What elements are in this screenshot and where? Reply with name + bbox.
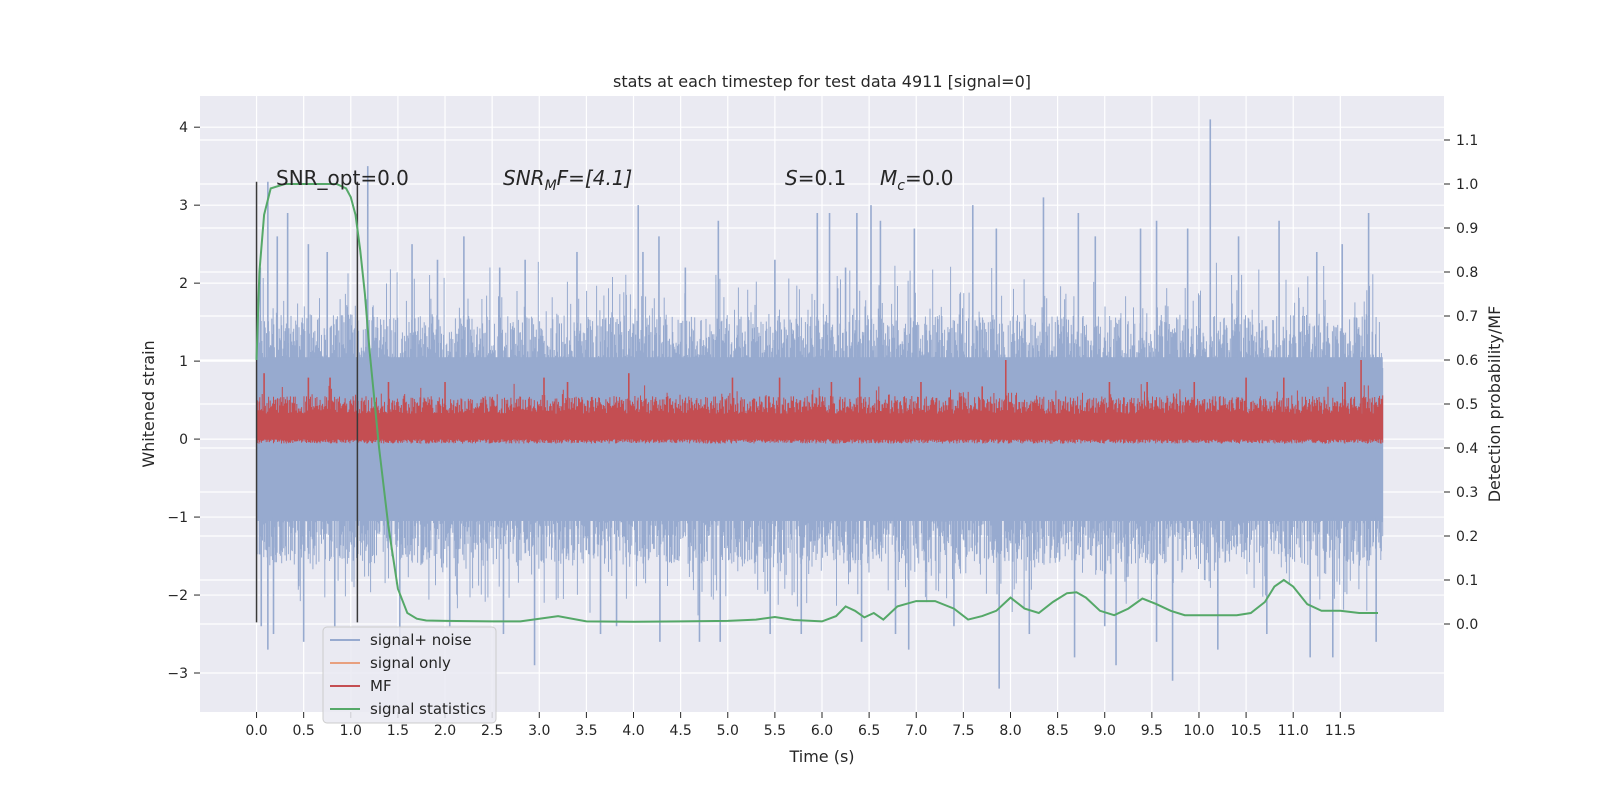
annotation-snr-opt: SNR_opt=0.0 <box>276 166 409 190</box>
y-tick-label: −1 <box>167 510 188 526</box>
x-tick-label: 5.0 <box>717 723 739 739</box>
x-tick-label: 2.0 <box>434 723 456 739</box>
legend-label-signal-statistics: signal statistics <box>370 700 486 718</box>
legend: signal+ noise signal only MF signal stat… <box>322 626 497 724</box>
x-tick-label: 11.0 <box>1278 723 1309 739</box>
legend-label-signal-noise: signal+ noise <box>370 631 472 649</box>
x-tick-label: 0.5 <box>293 723 315 739</box>
series-signal-statistics <box>255 183 1378 623</box>
annotations: SNR_opt=0.0 SNRMF=[4.1] S=0.1 Mc=0.0 <box>276 166 954 194</box>
y-tick-label: −3 <box>167 666 188 682</box>
x-tick-label: 3.5 <box>575 723 597 739</box>
x-tick-label: 7.5 <box>952 723 974 739</box>
y-right-tick-label: 0.8 <box>1456 265 1478 281</box>
y-right-tick-label: 0.5 <box>1456 397 1478 413</box>
x-tick-label: 1.0 <box>340 723 362 739</box>
x-tick-label: 5.5 <box>764 723 786 739</box>
mf-core <box>256 415 1383 440</box>
y-right-tick-label: 0.4 <box>1456 441 1478 457</box>
y-tick-label: 2 <box>179 276 188 292</box>
series-mf <box>256 360 1384 444</box>
y-tick-label: 1 <box>179 354 188 370</box>
y-tick-label: 3 <box>179 198 188 214</box>
y-tick-label: 4 <box>179 120 188 136</box>
y-axis-label: Whitened strain <box>139 340 158 467</box>
y-right-tick-label: 0.6 <box>1456 353 1478 369</box>
y-tick-label: 0 <box>179 432 188 448</box>
x-axis-label: Time (s) <box>788 747 854 766</box>
x-tick-label: 2.5 <box>481 723 503 739</box>
x-tick-label: 0.0 <box>245 723 267 739</box>
y-axis-right-label: Detection probability/MF <box>1485 306 1504 503</box>
annotation-snr-mf: SNRMF=[4.1] <box>503 166 632 194</box>
x-tick-label: 4.0 <box>622 723 644 739</box>
x-tick-label: 10.5 <box>1231 723 1262 739</box>
legend-label-signal-only: signal only <box>370 654 451 672</box>
x-tick-label: 11.5 <box>1325 723 1356 739</box>
x-tick-label: 8.0 <box>999 723 1021 739</box>
x-tick-label: 6.0 <box>811 723 833 739</box>
y-right-tick-label: 0.3 <box>1456 485 1478 501</box>
x-tick-label: 4.5 <box>670 723 692 739</box>
annotation-s: S=0.1 <box>785 166 846 190</box>
x-axis-ticks: 0.0 0.5 1.0 1.5 2.0 2.5 3.0 3.5 4.0 4.5 5.0 5.5 6.0 6… <box>245 712 1356 739</box>
legend-box <box>322 626 497 724</box>
left-y-axis-ticks: −3 −2 −1 0 1 2 3 4 <box>167 120 200 682</box>
x-tick-label: 10.0 <box>1183 723 1214 739</box>
x-tick-label: 1.5 <box>387 723 409 739</box>
y-right-tick-label: 0.7 <box>1456 309 1478 325</box>
x-tick-label: 9.0 <box>1094 723 1116 739</box>
x-tick-label: 6.5 <box>858 723 880 739</box>
x-tick-label: 8.5 <box>1046 723 1068 739</box>
signal-statistics-line <box>255 183 1378 623</box>
y-right-tick-label: 0.2 <box>1456 529 1478 545</box>
annotation-mc: Mc=0.0 <box>880 166 954 194</box>
y-right-tick-label: 0.9 <box>1456 221 1478 237</box>
y-right-tick-label: 1.0 <box>1456 177 1478 193</box>
x-tick-label: 7.0 <box>905 723 927 739</box>
marker-lines <box>255 181 359 623</box>
y-right-tick-label: 1.1 <box>1456 133 1478 149</box>
x-tick-label: 3.0 <box>528 723 550 739</box>
right-y-axis-ticks: 0.0 0.1 0.2 0.3 0.4 0.5 0.6 0.7 0.8 0.9 1.0 1.1 <box>1444 133 1478 633</box>
y-right-tick-label: 0.0 <box>1456 617 1478 633</box>
legend-label-mf: MF <box>370 677 392 695</box>
x-tick-label: 9.5 <box>1141 723 1163 739</box>
y-tick-label: −2 <box>167 588 188 604</box>
chart-title: stats at each timestep for test data 491… <box>613 72 1031 91</box>
y-right-tick-label: 0.1 <box>1456 573 1478 589</box>
